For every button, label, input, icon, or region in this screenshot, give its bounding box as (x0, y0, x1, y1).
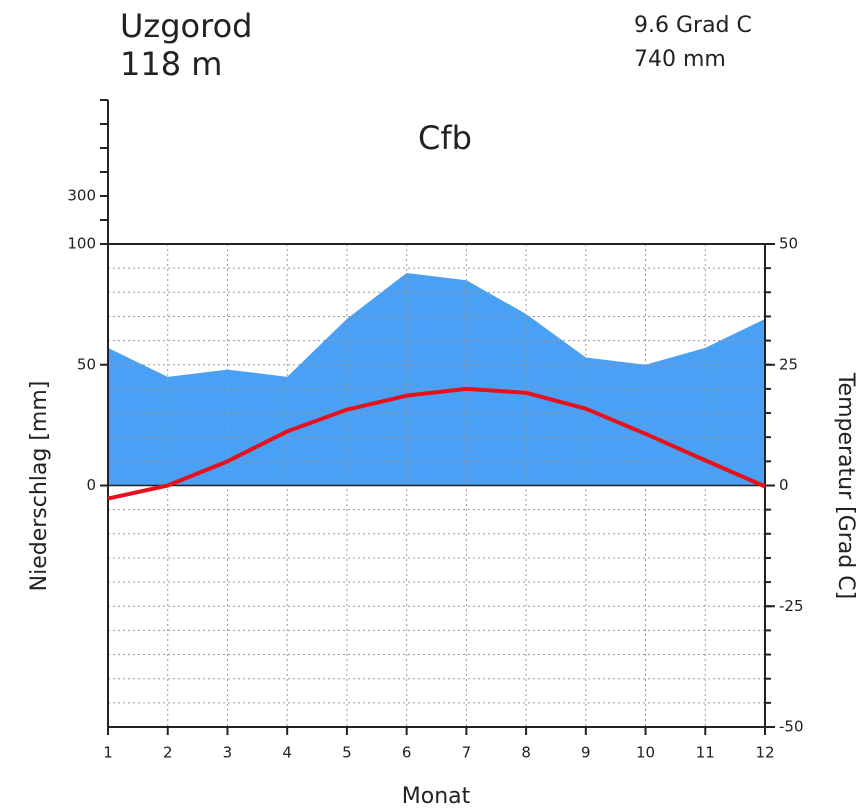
x-tick-label: 2 (163, 744, 173, 762)
station-elevation: 118 m (120, 45, 222, 83)
y2-tick-label: 50 (779, 235, 798, 253)
y-tick-label: 50 (77, 355, 96, 373)
annual-precipitation: 740 mm (634, 47, 726, 72)
x-tick-label: 5 (342, 744, 352, 762)
y2-tick-label: -25 (779, 597, 804, 615)
x-tick-label: 7 (462, 744, 472, 762)
x-tick-label: 1 (103, 744, 113, 762)
x-tick-label: 10 (636, 744, 655, 762)
x-tick-label: 4 (282, 744, 292, 762)
climate-class: Cfb (418, 119, 472, 157)
y-tick-label: 100 (67, 235, 96, 253)
x-tick-label: 11 (696, 744, 715, 762)
x-tick-label: 9 (581, 744, 591, 762)
x-axis-label: Monat (402, 784, 471, 809)
x-tick-label: 12 (755, 744, 774, 762)
y-axis-label: Niederschlag [mm] (27, 381, 52, 592)
x-tick-label: 8 (521, 744, 531, 762)
y2-axis-label: Temperatur [Grad C] (833, 372, 858, 599)
precipitation-area (108, 272, 765, 486)
temperature-line (107, 386, 766, 501)
x-tick-label: 3 (223, 744, 233, 762)
mean-temperature: 9.6 Grad C (634, 13, 752, 38)
x-tick-label: 6 (402, 744, 412, 762)
upper-y-tick-label: 300 (67, 187, 96, 205)
y2-tick-label: 25 (779, 355, 798, 373)
y2-tick-label: -50 (779, 718, 804, 736)
station-name: Uzgorod (120, 7, 252, 45)
y-tick-label: 0 (86, 476, 96, 494)
y2-tick-label: 0 (779, 476, 789, 494)
